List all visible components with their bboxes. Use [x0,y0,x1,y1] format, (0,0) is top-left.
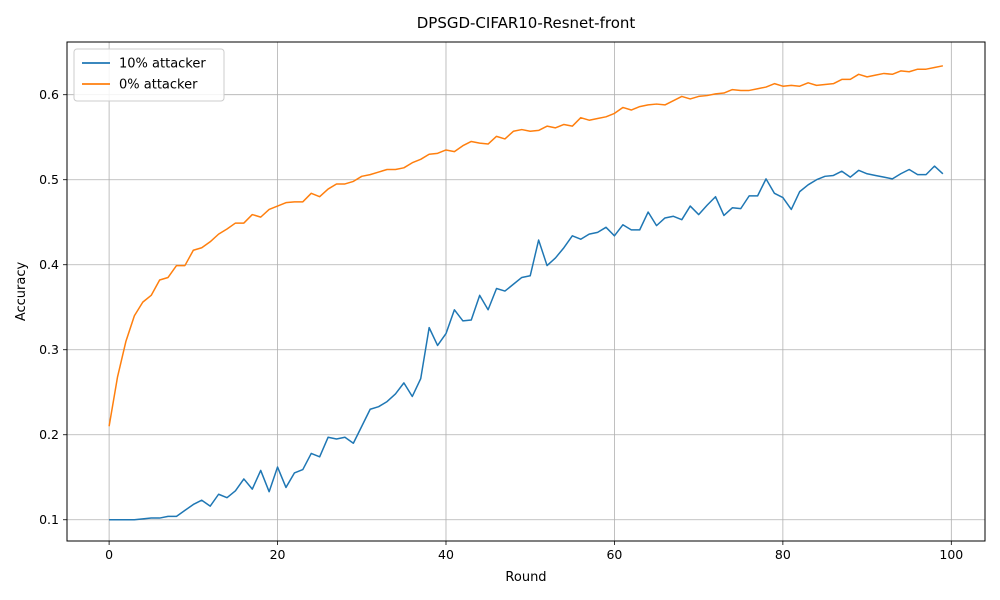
y-axis-label: Accuracy [14,262,29,322]
x-tick-label: 0 [105,547,113,562]
x-tick-label: 80 [775,547,791,562]
grid [67,42,985,541]
chart-title: DPSGD-CIFAR10-Resnet-front [417,14,636,32]
plot-frame [66,41,986,542]
series-line-0 [109,165,944,521]
x-tick-label: 40 [438,547,454,562]
y-tick-label: 0.4 [39,257,59,272]
x-tick-label: 100 [939,547,963,562]
x-tick-label: 20 [270,547,286,562]
series-lines [108,65,944,521]
y-tick-label: 0.2 [39,427,59,442]
legend-label: 10% attacker [119,57,206,72]
y-tick-label: 0.3 [39,342,59,357]
legend-label: 0% attacker [119,78,198,93]
x-axis-label: Round [505,570,546,585]
series-line-1 [108,65,944,427]
legend: 10% attacker 0% attacker [73,48,225,102]
y-tick-label: 0.6 [39,87,59,102]
y-tick-label: 0.5 [39,172,59,187]
legend-box [73,48,225,102]
y-tick-label: 0.1 [39,512,59,527]
x-tick-label: 60 [606,547,622,562]
axis-ticks: 0 20 40 60 80 100 0.1 0.2 0.3 0.4 0.5 0.6 [39,87,963,562]
